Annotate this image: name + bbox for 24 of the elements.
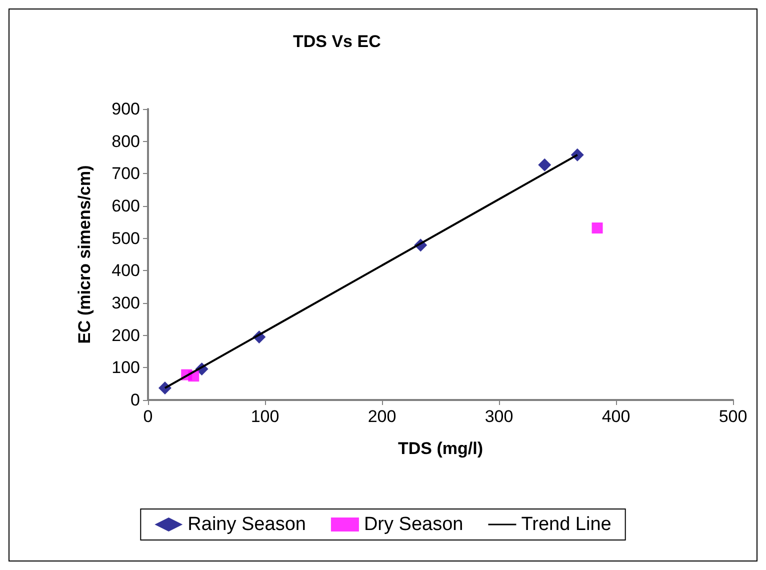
y-tick-label: 800 [112,132,140,151]
y-tick-label: 300 [112,294,140,312]
x-tick-label: 200 [368,407,396,426]
y-tick-label: 0 [130,390,140,410]
y-axis-title: EC (micro simens/cm) [75,165,94,344]
chart-title: TDS Vs EC [293,32,381,51]
y-tick-label: 900 [112,100,140,118]
x-tick-label: 0 [143,407,153,426]
x-tick-label: 500 [718,407,748,426]
x-tick-label: 400 [602,407,630,426]
y-tick-label: 600 [112,196,140,216]
y-tick-label: 100 [112,358,140,378]
y-tick-label: 700 [112,164,140,184]
legend-label: Rainy Season [188,514,306,535]
y-tick-label: 500 [112,228,140,248]
x-tick-label: 100 [250,407,280,426]
legend-label: Dry Season [364,514,464,535]
point [592,222,603,234]
y-tick-label: 200 [112,326,140,345]
y-tick-label: 400 [112,261,140,280]
x-tick-label: 300 [484,407,514,426]
point [538,158,552,172]
legend-label: Trend Line [521,514,612,535]
x-axis-title: TDS (mg/l) [398,439,483,458]
